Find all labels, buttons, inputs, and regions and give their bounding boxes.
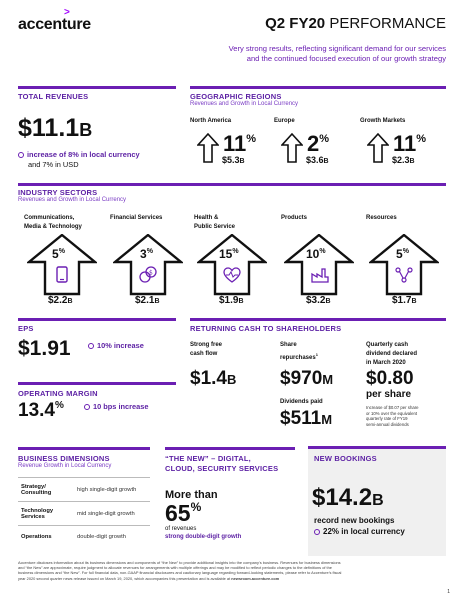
new-bookings-panel	[308, 446, 446, 556]
returning-cash-bar	[190, 318, 446, 321]
up-arrow-icon	[27, 234, 97, 296]
returning-cash-title: RETURNING CASH TO SHAREHOLDERS	[190, 324, 342, 333]
fcf-value: $1.4B	[190, 368, 237, 389]
up-arrow-icon	[197, 234, 267, 296]
circle-bullet-icon	[18, 152, 24, 158]
region-pct-growth-markets: 11%	[393, 131, 427, 156]
sector-pct-health: 15%	[219, 247, 239, 261]
sector-pct-cmt: 5%	[52, 247, 65, 261]
circle-bullet-icon	[314, 529, 320, 535]
qcd-value: $0.80	[366, 368, 414, 389]
network-icon	[395, 267, 413, 283]
qcd-per-share: per share	[366, 389, 412, 400]
region-name-growth-markets: Growth Markets	[360, 118, 406, 124]
the-new-bar	[165, 447, 295, 450]
logo-chevron-icon: >	[64, 7, 70, 18]
circle-bullet-icon	[84, 404, 90, 410]
coins-icon: $	[139, 266, 157, 283]
accenture-logo: accenture >	[18, 7, 91, 33]
eps-title: EPS	[18, 324, 34, 333]
table-row: Technology Services mid single-digit grow…	[18, 501, 150, 526]
factory-icon	[311, 268, 329, 283]
page-subtitle: Very strong results, reflecting signific…	[228, 44, 446, 63]
sector-value-health: $1.9B	[219, 295, 244, 306]
sector-name-health: Health & Public Service	[194, 215, 236, 230]
eps-note: 10% increase	[88, 341, 144, 350]
region-value-north-america: $5.3B	[222, 155, 245, 165]
svg-text:$: $	[149, 270, 153, 277]
up-arrow-icon	[281, 133, 303, 163]
geographic-subtitle: Revenues and Growth in Local Currency	[190, 101, 299, 107]
repurchases-label: Share repurchases1	[280, 342, 318, 361]
dividends-value: $511M	[280, 408, 333, 429]
sector-pct-financial: 3%	[140, 247, 153, 261]
repurchases-value: $970M	[280, 368, 334, 389]
phone-icon	[56, 266, 68, 283]
industry-bar	[18, 183, 446, 186]
total-revenues-title: TOTAL REVENUES	[18, 92, 89, 101]
page-number: 1	[447, 589, 450, 595]
up-arrow-icon	[284, 234, 354, 296]
up-arrow-icon	[369, 234, 439, 296]
up-arrow-icon	[113, 234, 183, 296]
the-new-growth: strong double-digit growth	[165, 534, 242, 540]
total-revenues-line2: and 7% in USD	[28, 160, 79, 169]
total-revenues-value: $11.1B	[18, 114, 93, 142]
geographic-title: GEOGRAPHIC REGIONS	[190, 92, 282, 101]
table-row: Strategy/Consulting high single-digit gr…	[18, 477, 150, 502]
total-revenues-line1: increase of 8% in local currency	[18, 150, 140, 159]
industry-subtitle: Revenues and Growth in Local Currency	[18, 197, 127, 203]
new-bookings-title: NEW BOOKINGS	[314, 454, 377, 463]
new-bookings-line1: record new bookings	[314, 516, 395, 525]
operating-margin-bar	[18, 382, 176, 385]
footer-link[interactable]: newsroom.accenture.com	[231, 575, 280, 581]
region-name-europe: Europe	[274, 118, 295, 124]
up-arrow-icon	[197, 133, 219, 163]
industry-title: INDUSTRY SECTORS	[18, 188, 98, 197]
region-pct-europe: 2%	[307, 131, 330, 156]
region-value-growth-markets: $2.3B	[392, 155, 415, 165]
region-name-north-america: North America	[190, 118, 232, 124]
new-bookings-value: $14.2B	[312, 484, 384, 511]
up-arrow-icon	[367, 133, 389, 163]
business-dimensions-title: BUSINESS DIMENSIONS	[18, 454, 110, 463]
new-bookings-bar	[308, 446, 446, 449]
business-dimensions-table: Strategy/Consulting high single-digit gr…	[18, 477, 150, 548]
qcd-label: Quarterly cash dividend declared in March …	[366, 342, 418, 366]
heart-pulse-icon	[223, 267, 241, 283]
sector-value-cmt: $2.2B	[48, 295, 73, 306]
the-new-value: 65%	[165, 500, 202, 526]
sector-name-cmt: Communications, Media & Technology	[24, 215, 82, 230]
eps-value: $1.91	[18, 337, 71, 360]
operating-margin-value: 13.4%	[18, 400, 64, 421]
the-new-more-than: More than	[165, 489, 218, 501]
sector-name-resources: Resources	[366, 215, 397, 221]
region-value-europe: $3.6B	[306, 155, 329, 165]
total-revenues-bar	[18, 86, 176, 89]
the-new-title: “THE NEW” – DIGITAL, CLOUD, SECURITY SERV…	[165, 454, 279, 473]
sector-value-financial: $2.1B	[135, 295, 160, 306]
sector-pct-products: 10%	[306, 247, 326, 261]
footer-disclaimer: Accenture discloses information about it…	[18, 560, 342, 581]
qcd-note: Increase of $0.07 per share or 10% over t…	[366, 405, 419, 427]
business-dimensions-bar	[18, 447, 150, 450]
sector-value-resources: $1.7B	[392, 295, 417, 306]
table-row: Operations double-digit growth	[18, 525, 150, 548]
fcf-label: Strong free cash flow	[190, 342, 223, 357]
page-title: Q2 FY20 PERFORMANCE	[265, 15, 446, 32]
new-bookings-line2: 22% in local currency	[314, 527, 405, 536]
sector-name-financial: Financial Services	[110, 215, 163, 221]
circle-bullet-icon	[88, 343, 94, 349]
sector-pct-resources: 5%	[396, 247, 409, 261]
geographic-bar	[190, 86, 446, 89]
the-new-of-revenues: of revenues	[165, 526, 197, 532]
sector-name-products: Products	[281, 215, 308, 221]
dividends-label: Dividends paid	[280, 399, 323, 405]
operating-margin-title: OPERATING MARGIN	[18, 389, 98, 398]
region-pct-north-america: 11%	[223, 131, 257, 156]
eps-bar	[18, 318, 176, 321]
business-dimensions-subtitle: Revenue Growth in Local Currency	[18, 463, 112, 469]
operating-margin-note: 10 bps increase	[84, 402, 148, 411]
sector-value-products: $3.2B	[306, 295, 331, 306]
